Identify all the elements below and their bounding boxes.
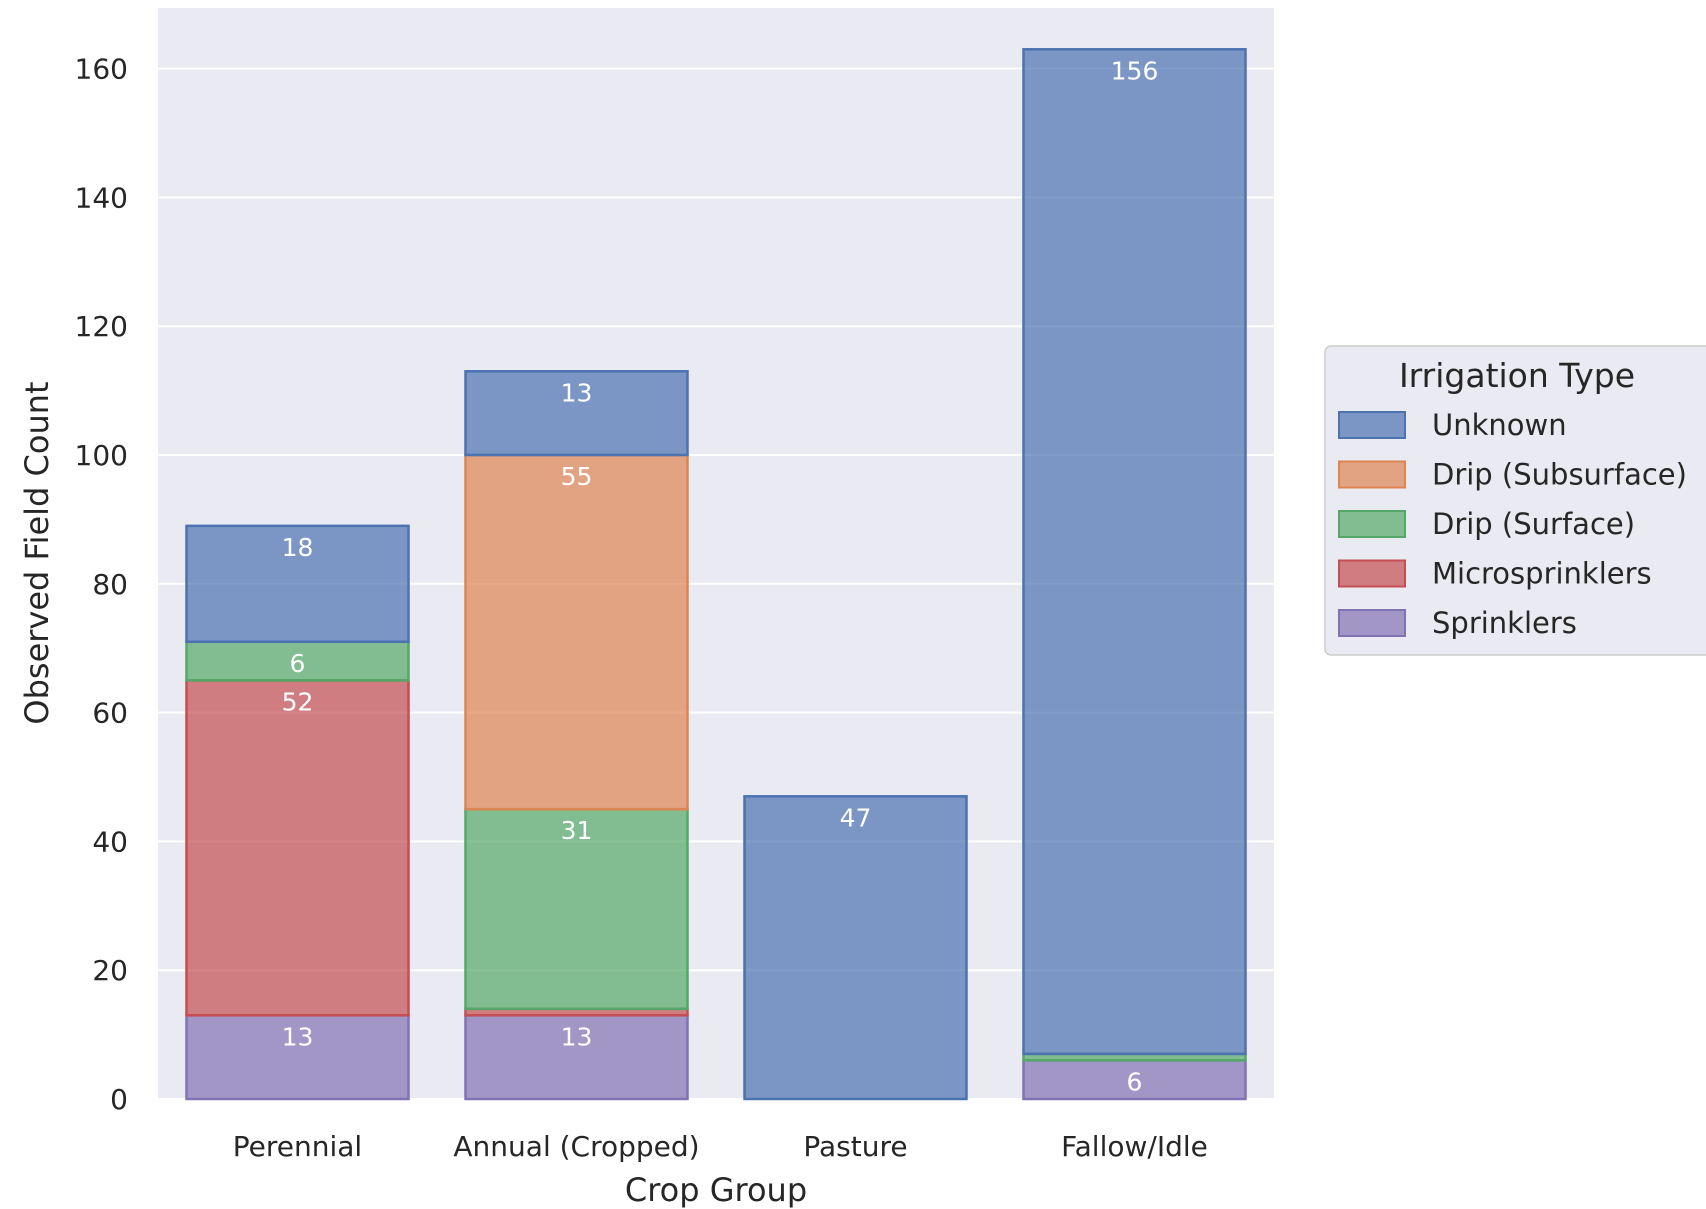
y-axis-ticks: 0 20 40 60 80 100 120 140 160 xyxy=(75,53,128,1116)
legend-box xyxy=(1324,345,1706,656)
y-tick-label: 80 xyxy=(92,568,128,601)
y-tick-label: 160 xyxy=(75,53,128,86)
y-tick-label: 40 xyxy=(92,825,128,858)
bar-segment xyxy=(464,370,689,457)
data-label: 13 xyxy=(561,378,593,407)
bar-segment xyxy=(185,1014,410,1101)
y-tick-label: 20 xyxy=(92,954,128,987)
x-tick-label: Fallow/Idle xyxy=(1061,1130,1208,1163)
data-label: 52 xyxy=(282,687,314,716)
bar-segment xyxy=(1022,48,1247,1056)
x-tick-label: Pasture xyxy=(803,1130,907,1163)
legend-swatch xyxy=(1338,510,1406,538)
bar-segment xyxy=(743,795,968,1101)
data-label: 13 xyxy=(561,1022,593,1051)
legend-swatch xyxy=(1338,460,1406,489)
legend-swatch xyxy=(1338,411,1406,439)
bar-segment xyxy=(1022,1059,1247,1101)
legend-label: Sprinklers xyxy=(1432,606,1577,640)
x-axis-ticks: Perennial Annual (Cropped) Pasture Fallow/I… xyxy=(233,1130,1208,1163)
y-tick-label: 100 xyxy=(75,439,128,472)
bar-segment xyxy=(464,453,689,811)
x-tick-label: Perennial xyxy=(233,1130,362,1163)
data-label: 31 xyxy=(561,816,593,845)
legend-title: Irrigation Type xyxy=(1399,356,1635,395)
x-axis-title: Crop Group xyxy=(625,1171,807,1209)
y-tick-label: 0 xyxy=(110,1083,128,1116)
y-axis-title: Observed Field Count xyxy=(18,381,56,724)
y-tick-label: 120 xyxy=(75,310,128,343)
bar-segment xyxy=(464,807,689,1011)
legend-label: Drip (Subsurface) xyxy=(1432,458,1687,492)
data-label: 156 xyxy=(1111,56,1159,85)
legend-label: Microsprinklers xyxy=(1432,557,1652,591)
bars xyxy=(185,48,1247,1101)
legend-entries: Unknown Drip (Subsurface) Drip (Surface) Mi… xyxy=(1338,408,1687,640)
legend: Irrigation Type Unknown Drip (Subsurface)… xyxy=(1324,345,1706,656)
y-tick-label: 140 xyxy=(75,181,128,214)
data-label: 47 xyxy=(840,803,872,832)
bar-segment xyxy=(185,524,410,644)
data-label: 18 xyxy=(282,533,314,562)
segment-labels: 13 52 6 18 13 31 55 13 47 6 156 xyxy=(282,56,1159,1096)
data-label: 55 xyxy=(561,462,593,491)
legend-label: Unknown xyxy=(1432,408,1567,442)
data-label: 6 xyxy=(290,649,306,678)
bar-segment xyxy=(464,1014,689,1101)
x-tick-label: Annual (Cropped) xyxy=(453,1130,699,1163)
y-tick-label: 60 xyxy=(92,697,128,730)
data-label: 6 xyxy=(1127,1067,1143,1096)
legend-swatch xyxy=(1338,609,1406,637)
bar-segment xyxy=(185,679,410,1017)
data-label: 13 xyxy=(282,1022,314,1051)
legend-swatch xyxy=(1338,559,1406,588)
legend-label: Drip (Surface) xyxy=(1432,507,1635,541)
